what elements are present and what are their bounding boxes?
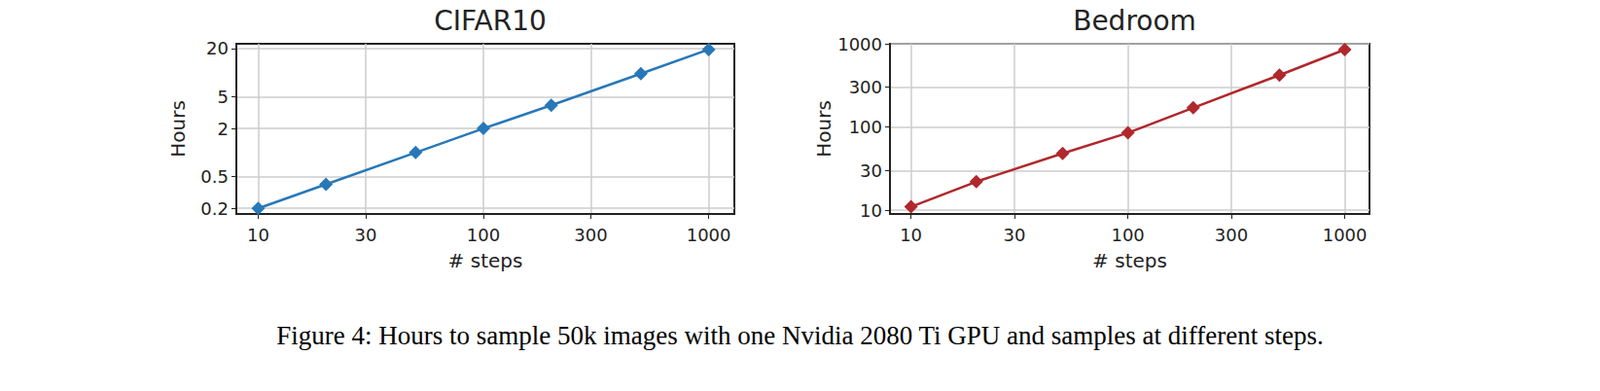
svg-text:1000: 1000	[686, 224, 732, 246]
svg-text:30: 30	[354, 224, 377, 246]
svg-text:# steps: # steps	[1092, 248, 1168, 273]
svg-text:Hours: Hours	[166, 100, 190, 158]
svg-text:300: 300	[1214, 224, 1248, 246]
svg-text:0.2: 0.2	[200, 198, 229, 219]
svg-text:30: 30	[859, 160, 883, 181]
svg-text:100: 100	[466, 224, 500, 246]
svg-text:30: 30	[1003, 224, 1027, 246]
svg-text:20: 20	[206, 37, 229, 59]
svg-text:Bedroom: Bedroom	[1072, 4, 1197, 37]
svg-text:100: 100	[1110, 224, 1144, 246]
svg-text:10: 10	[859, 200, 883, 221]
svg-text:300: 300	[573, 224, 607, 246]
svg-text:# steps: # steps	[448, 248, 524, 273]
svg-text:1000: 1000	[1322, 224, 1368, 246]
svg-text:1000: 1000	[837, 34, 883, 55]
html-text:Figure 4: Hours to sample 50k: Figure 4: Hours to sample 50k images wit…	[276, 320, 1324, 351]
svg-text:CIFAR10: CIFAR10	[433, 4, 547, 37]
svg-text:10: 10	[247, 224, 270, 246]
svg-text:2: 2	[217, 118, 229, 140]
svg-text:5: 5	[217, 86, 229, 107]
svg-text:300: 300	[849, 76, 883, 98]
svg-text:10: 10	[899, 224, 923, 246]
svg-text:100: 100	[849, 116, 883, 138]
svg-text:0.5: 0.5	[200, 166, 229, 187]
svg-text:Hours: Hours	[812, 100, 836, 158]
